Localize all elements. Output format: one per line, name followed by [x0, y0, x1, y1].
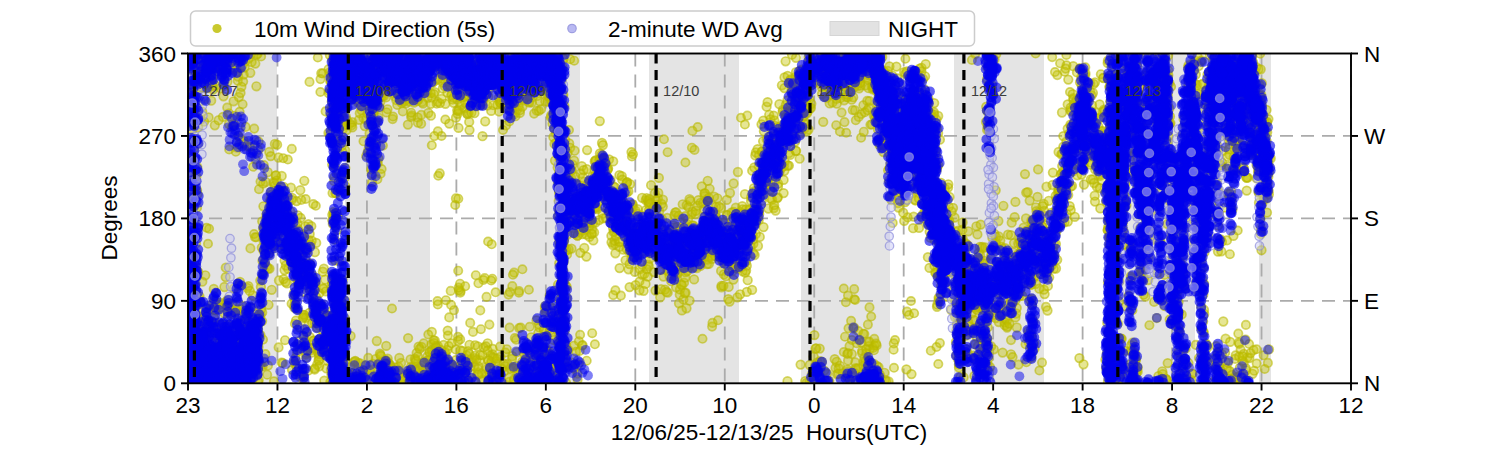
svg-text:N: N	[1364, 371, 1380, 396]
svg-text:12/06/25-12/13/25 Hours(UTC): 12/06/25-12/13/25 Hours(UTC)	[611, 420, 927, 445]
svg-text:23: 23	[175, 393, 200, 418]
svg-text:0: 0	[808, 393, 821, 418]
svg-text:10: 10	[712, 393, 737, 418]
svg-text:270: 270	[138, 124, 176, 149]
svg-text:W: W	[1364, 124, 1386, 149]
svg-text:12: 12	[1338, 393, 1363, 418]
svg-text:6: 6	[540, 393, 553, 418]
svg-text:12/07: 12/07	[201, 83, 237, 99]
svg-text:8: 8	[1166, 393, 1179, 418]
svg-text:0: 0	[163, 371, 176, 396]
svg-text:360: 360	[138, 42, 176, 67]
svg-text:180: 180	[138, 206, 176, 231]
svg-text:Degrees: Degrees	[97, 175, 122, 260]
svg-text:12/13: 12/13	[1125, 83, 1161, 99]
svg-text:12/10: 12/10	[663, 83, 699, 99]
svg-text:12/12: 12/12	[971, 83, 1007, 99]
svg-text:12/08: 12/08	[355, 83, 391, 99]
svg-text:20: 20	[623, 393, 648, 418]
svg-text:N: N	[1364, 42, 1380, 67]
svg-text:16: 16	[444, 393, 469, 418]
svg-text:10m Wind Direction (5s): 10m Wind Direction (5s)	[254, 17, 495, 42]
svg-text:S: S	[1364, 206, 1379, 231]
svg-text:22: 22	[1249, 393, 1274, 418]
svg-text:2: 2	[361, 393, 374, 418]
svg-text:2-minute WD Avg: 2-minute WD Avg	[608, 17, 783, 42]
svg-text:E: E	[1364, 289, 1379, 314]
svg-text:NIGHT: NIGHT	[888, 17, 958, 42]
svg-text:12/11: 12/11	[817, 83, 852, 99]
svg-text:12/09: 12/09	[509, 83, 545, 99]
svg-text:12: 12	[265, 393, 290, 418]
svg-text:90: 90	[151, 289, 176, 314]
svg-text:18: 18	[1070, 393, 1095, 418]
svg-text:4: 4	[987, 393, 1000, 418]
svg-text:14: 14	[891, 393, 916, 418]
